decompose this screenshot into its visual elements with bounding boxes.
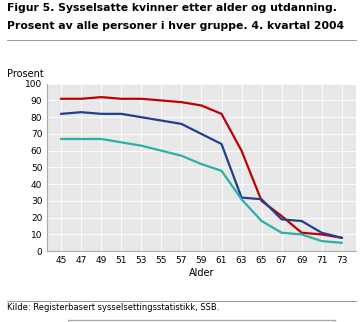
Legend: Universitet og
høyskole, Videregående
skole, Grunnskole: Universitet og høyskole, Videregående sk… <box>68 319 335 322</box>
Text: Kilde: Registerbasert sysselsettingsstatistikk, SSB.: Kilde: Registerbasert sysselsettingsstat… <box>7 303 220 312</box>
Text: Prosent: Prosent <box>7 69 44 79</box>
X-axis label: Alder: Alder <box>189 268 214 278</box>
Text: Prosent av alle personer i hver gruppe. 4. kvartal 2004: Prosent av alle personer i hver gruppe. … <box>7 21 344 31</box>
Text: Figur 5. Sysselsatte kvinner etter alder og utdanning.: Figur 5. Sysselsatte kvinner etter alder… <box>7 3 337 13</box>
